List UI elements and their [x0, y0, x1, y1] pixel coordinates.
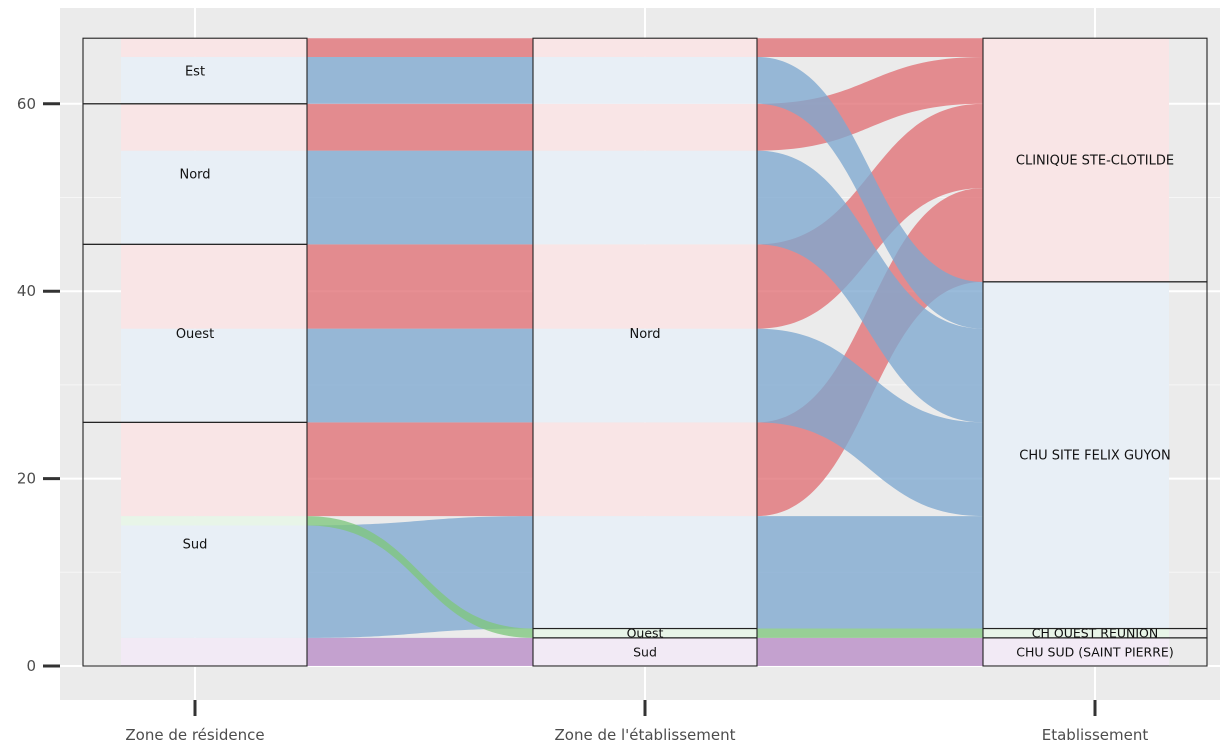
x-tick-label: Etablissement [1042, 726, 1149, 744]
flow-ribbon [307, 244, 533, 329]
stratum-fill-segment [533, 637, 757, 666]
stratum-fill-segment [533, 103, 757, 151]
stratum-label: Sud [183, 538, 208, 553]
flow-ribbon [757, 328, 983, 517]
y-tick-label: 20 [17, 470, 36, 488]
stratum-box [982, 37, 1208, 283]
stratum-fill-segment [121, 516, 307, 526]
y-tick-label: 40 [17, 282, 36, 300]
flow-ribbon [307, 637, 533, 666]
stratum-fill-segment [533, 422, 757, 517]
y-tick-label: 0 [26, 657, 36, 675]
stratum-label: Nord [179, 168, 210, 183]
stratum-fill-segment [121, 56, 307, 104]
flow-ribbon [757, 637, 983, 666]
flow-ribbon [307, 103, 533, 151]
stratum-fill-segment [121, 103, 307, 151]
stratum-label: CH OUEST REUNION [1032, 626, 1159, 641]
stratum-label: Ouest [627, 626, 664, 641]
stratum-fill-segment [121, 637, 307, 666]
x-tick-label: Zone de résidence [125, 726, 264, 744]
flow-ribbon [757, 628, 983, 638]
stratum-fill-segment [121, 328, 307, 423]
stratum-label: Nord [629, 327, 660, 342]
x-tick-label: Zone de l'établissement [554, 726, 735, 744]
flow-ribbon [757, 150, 983, 423]
flow-ribbon [757, 56, 983, 329]
stratum-label: CLINIQUE STE-CLOTILDE [1016, 154, 1174, 169]
stratum-fill-segment [983, 628, 1169, 638]
stratum-fill-segment [533, 244, 757, 329]
stratum-fill-segment [533, 628, 757, 638]
y-axis: 0 20 40 60 [17, 95, 60, 675]
stratum-box [82, 37, 308, 105]
x-axis: Zone de résidence Zone de l'établissement… [125, 700, 1148, 744]
stratum-fill-segment [983, 38, 1169, 282]
flow-ribbon [307, 38, 533, 57]
stratum-box [532, 37, 758, 630]
flow-ribbon [307, 56, 533, 104]
flow-ribbon [307, 422, 533, 517]
stratum-label: Ouest [176, 327, 214, 342]
stratum-fill-segment [121, 38, 307, 57]
stratum-fill-segment [983, 281, 1169, 629]
flows-layer [121, 38, 1169, 666]
y-tick-label: 60 [17, 95, 36, 113]
stratum-fill-segment [121, 244, 307, 329]
stratum-fill-segment [533, 38, 757, 57]
stratum-fill-segment [533, 56, 757, 104]
stratum-label: Sud [633, 644, 657, 659]
stratum-label: CHU SITE FELIX GUYON [1019, 449, 1170, 464]
stratum-label: CHU SUD (SAINT PIERRE) [1016, 644, 1173, 659]
flow-ribbon [307, 150, 533, 245]
stratum-fill-segment [533, 328, 757, 423]
stratum-fill-segment [121, 525, 307, 638]
stratum-fill-segment [533, 516, 757, 629]
strata-layer: Sud Ouest Nord Est Sud Ouest Nord CHU SUD (SAIN… [82, 37, 1208, 667]
stratum-fill-segment [983, 637, 1169, 666]
flow-ribbon [307, 328, 533, 423]
flow-ribbon [757, 38, 983, 57]
stratum-fill-segment [121, 150, 307, 245]
stratum-fill-segment [121, 422, 307, 517]
stratum-label: Est [185, 65, 205, 80]
stratum-fill-segment [533, 150, 757, 245]
flow-ribbon [757, 516, 983, 629]
flow-ribbon [307, 516, 533, 638]
